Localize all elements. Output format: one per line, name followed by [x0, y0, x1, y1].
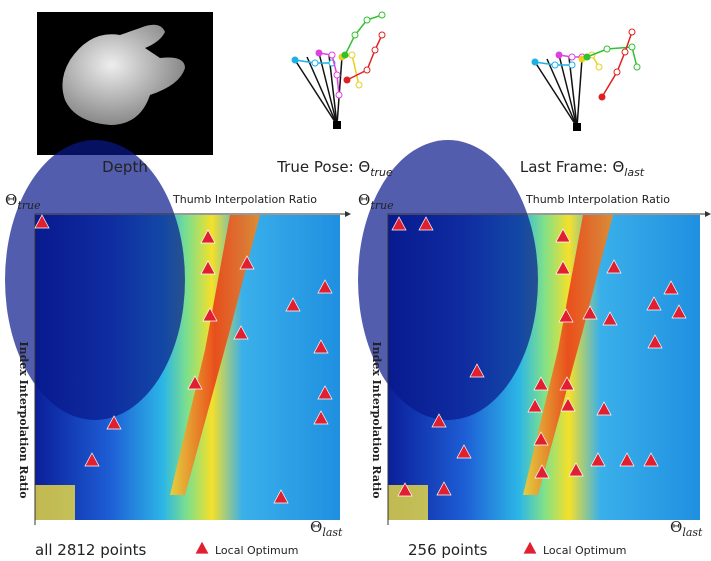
- joint: [614, 69, 620, 75]
- joint: [556, 52, 562, 58]
- caption: all 2812 points: [35, 541, 146, 559]
- joint: [634, 64, 640, 70]
- label: Θlast: [310, 518, 343, 539]
- local-optimum-marker: [523, 541, 537, 554]
- joint: [356, 82, 362, 88]
- label-sub: last: [624, 166, 645, 179]
- caption: 256 points: [408, 541, 488, 559]
- label-sub: true: [370, 166, 393, 179]
- joint: [292, 57, 298, 63]
- skeletons: [292, 12, 640, 131]
- x-axis-label: Thumb Interpolation Ratio: [172, 193, 317, 206]
- label-sub: true: [370, 199, 394, 212]
- label: True Pose: Θtrue: [276, 158, 393, 179]
- legend-label: Local Optimum: [543, 544, 626, 557]
- label-sub: true: [17, 199, 41, 212]
- x-axis-label: Thumb Interpolation Ratio: [525, 193, 670, 206]
- y-axis-label: Index Interpolation Ratio: [370, 341, 383, 498]
- low-region: [358, 140, 538, 420]
- label-main: True Pose: Θ: [276, 158, 370, 176]
- joint: [379, 32, 385, 38]
- label-main: Θ: [310, 518, 322, 536]
- joint: [629, 29, 635, 35]
- joint: [569, 62, 575, 68]
- wrist: [573, 123, 581, 131]
- joint: [622, 49, 628, 55]
- y-axis-label: Index Interpolation Ratio: [17, 341, 30, 498]
- joint: [604, 46, 610, 52]
- joint: [532, 59, 538, 65]
- bottom-strip: [35, 485, 75, 520]
- caption: Depth: [102, 158, 148, 176]
- low-region: [5, 140, 185, 420]
- label-main: Last Frame: Θ: [520, 158, 624, 176]
- joint: [552, 62, 558, 68]
- joint: [364, 17, 370, 23]
- joint: [379, 12, 385, 18]
- joint: [316, 50, 322, 56]
- joint: [599, 94, 605, 100]
- joint: [349, 52, 355, 58]
- legend-label: Local Optimum: [215, 544, 298, 557]
- joint: [372, 47, 378, 53]
- joint: [584, 54, 590, 60]
- local-optimum-marker: [195, 541, 209, 554]
- joint: [364, 67, 370, 73]
- joint: [329, 52, 335, 58]
- label: Θlast: [670, 518, 703, 539]
- joint: [596, 64, 602, 70]
- bone: [337, 57, 342, 125]
- joint: [336, 92, 342, 98]
- label: Last Frame: Θlast: [520, 158, 645, 179]
- label-main: Θ: [358, 191, 370, 209]
- joint: [344, 77, 350, 83]
- label-sub: last: [322, 526, 343, 539]
- joint: [312, 60, 318, 66]
- joint: [334, 72, 340, 78]
- joint: [629, 44, 635, 50]
- label-sub: last: [682, 526, 703, 539]
- label-main: Θ: [5, 191, 17, 209]
- joint: [352, 32, 358, 38]
- figure: Thumb Interpolation Ratio Index Interpola…: [0, 0, 711, 561]
- label-main: Θ: [670, 518, 682, 536]
- depth-image: [37, 12, 213, 155]
- finger: [602, 32, 632, 97]
- joint: [569, 54, 575, 60]
- wrist: [333, 121, 341, 129]
- joint: [342, 52, 348, 58]
- bone: [577, 59, 582, 127]
